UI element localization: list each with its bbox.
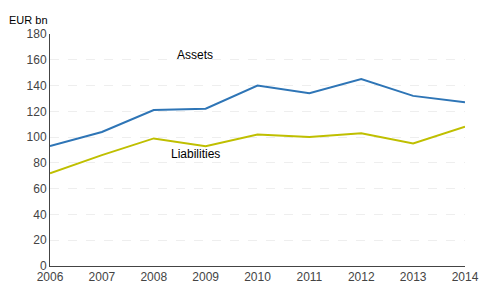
svg-text:0: 0 xyxy=(40,259,47,273)
svg-text:2014: 2014 xyxy=(452,270,479,284)
svg-text:2013: 2013 xyxy=(400,270,427,284)
svg-text:2010: 2010 xyxy=(244,270,271,284)
svg-text:2008: 2008 xyxy=(140,270,167,284)
svg-text:2012: 2012 xyxy=(348,270,375,284)
svg-text:120: 120 xyxy=(27,105,47,119)
svg-text:20: 20 xyxy=(33,233,47,247)
svg-text:100: 100 xyxy=(27,130,47,144)
svg-text:2007: 2007 xyxy=(89,270,116,284)
svg-text:80: 80 xyxy=(33,156,47,170)
svg-text:Liabilities: Liabilities xyxy=(171,147,220,161)
svg-text:2006: 2006 xyxy=(37,270,64,284)
svg-text:2011: 2011 xyxy=(296,270,322,284)
svg-text:180: 180 xyxy=(27,27,47,41)
svg-text:Assets: Assets xyxy=(177,48,213,62)
svg-text:EUR bn: EUR bn xyxy=(9,14,48,26)
svg-text:140: 140 xyxy=(27,79,47,93)
svg-text:160: 160 xyxy=(27,53,47,67)
svg-text:40: 40 xyxy=(33,208,47,222)
svg-text:2009: 2009 xyxy=(192,270,219,284)
svg-text:60: 60 xyxy=(33,182,47,196)
